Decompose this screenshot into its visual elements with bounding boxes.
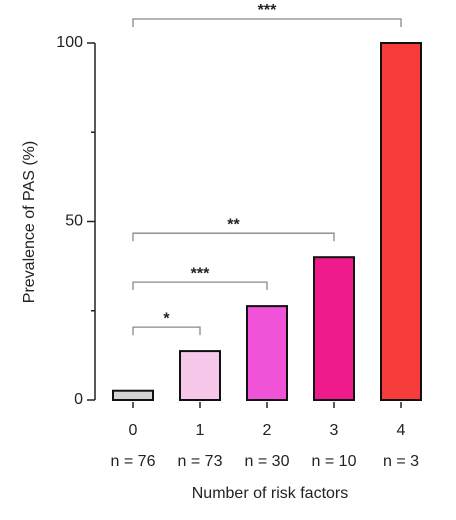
bar xyxy=(179,350,221,402)
y-tick-label: 0 xyxy=(74,391,83,408)
bar xyxy=(313,256,355,402)
significance-bracket xyxy=(132,18,402,27)
significance-label: *** xyxy=(258,2,277,19)
significance-bracket xyxy=(132,281,268,291)
y-tick-label: 100 xyxy=(56,34,83,51)
bar xyxy=(246,305,288,402)
bar xyxy=(380,42,422,401)
sample-size: n = 76 xyxy=(111,453,156,470)
sample-size: n = 73 xyxy=(178,453,223,470)
significance-bracket xyxy=(132,326,201,336)
bar xyxy=(112,389,154,401)
x-tick-label: 2 xyxy=(263,422,272,439)
x-tick-label: 0 xyxy=(129,422,138,439)
x-axis-title: Number of risk factors xyxy=(192,485,348,502)
y-tick-label: 50 xyxy=(65,213,83,230)
sample-size: n = 3 xyxy=(383,453,419,470)
significance-bracket xyxy=(132,232,335,242)
sample-size: n = 30 xyxy=(245,453,290,470)
x-tick-label: 3 xyxy=(330,422,339,439)
significance-label: ** xyxy=(227,216,240,233)
y-axis-title: Prevalence of PAS (%) xyxy=(21,141,38,303)
sample-size: n = 10 xyxy=(312,453,357,470)
x-tick-label: 4 xyxy=(397,422,406,439)
significance-label: *** xyxy=(191,265,210,282)
significance-label: * xyxy=(163,310,170,327)
x-tick-label: 1 xyxy=(196,422,205,439)
